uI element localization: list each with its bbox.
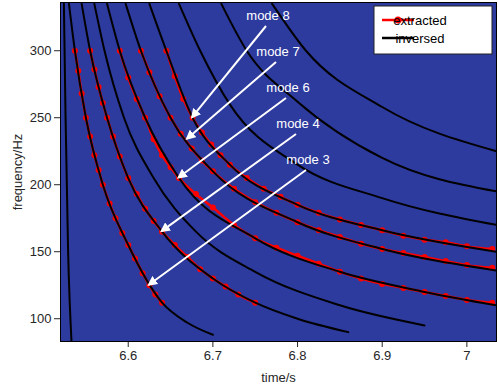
- svg-text:6.6: 6.6: [119, 348, 137, 363]
- svg-text:150: 150: [30, 244, 52, 259]
- svg-text:inversed: inversed: [395, 31, 444, 46]
- svg-text:6.9: 6.9: [373, 348, 391, 363]
- svg-text:100: 100: [30, 311, 52, 326]
- svg-text:200: 200: [30, 177, 52, 192]
- svg-text:mode 3: mode 3: [286, 152, 329, 167]
- svg-text:mode 8: mode 8: [246, 8, 289, 23]
- svg-text:mode 4: mode 4: [276, 116, 319, 131]
- svg-text:250: 250: [30, 110, 52, 125]
- svg-text:300: 300: [30, 43, 52, 58]
- svg-text:time/s: time/s: [261, 370, 296, 385]
- svg-text:mode 6: mode 6: [266, 80, 309, 95]
- svg-text:7: 7: [463, 348, 470, 363]
- svg-text:6.8: 6.8: [289, 348, 307, 363]
- svg-text:frequency/Hz: frequency/Hz: [10, 134, 25, 211]
- svg-text:mode 7: mode 7: [256, 44, 299, 59]
- svg-text:extracted: extracted: [393, 13, 446, 28]
- svg-text:6.7: 6.7: [204, 348, 222, 363]
